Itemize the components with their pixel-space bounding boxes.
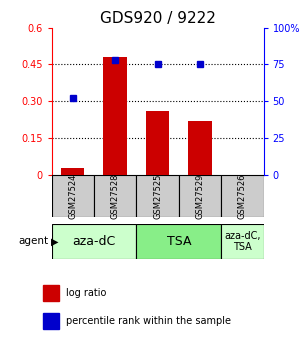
FancyBboxPatch shape — [179, 175, 221, 217]
Text: agent: agent — [18, 237, 48, 246]
Text: log ratio: log ratio — [66, 288, 107, 298]
Bar — [146, 111, 169, 175]
FancyBboxPatch shape — [136, 224, 221, 259]
Title: GDS920 / 9222: GDS920 / 9222 — [100, 11, 215, 27]
Text: aza-dC,
TSA: aza-dC, TSA — [224, 231, 261, 252]
Bar — [61, 168, 85, 175]
Text: GSM27525: GSM27525 — [153, 174, 162, 219]
FancyBboxPatch shape — [52, 175, 94, 217]
Text: GSM27529: GSM27529 — [195, 174, 205, 219]
Text: GSM27524: GSM27524 — [68, 174, 77, 219]
FancyBboxPatch shape — [52, 224, 136, 259]
FancyBboxPatch shape — [221, 224, 264, 259]
Text: percentile rank within the sample: percentile rank within the sample — [66, 316, 231, 326]
Text: GSM27528: GSM27528 — [111, 174, 120, 219]
Text: aza-dC: aza-dC — [72, 235, 115, 248]
FancyBboxPatch shape — [221, 175, 264, 217]
Text: TSA: TSA — [167, 235, 191, 248]
FancyBboxPatch shape — [94, 175, 136, 217]
Bar — [43, 285, 58, 301]
Bar — [188, 121, 212, 175]
Bar — [43, 313, 58, 329]
Text: GSM27526: GSM27526 — [238, 174, 247, 219]
Bar — [104, 57, 127, 175]
Text: ▶: ▶ — [51, 237, 58, 246]
FancyBboxPatch shape — [136, 175, 179, 217]
